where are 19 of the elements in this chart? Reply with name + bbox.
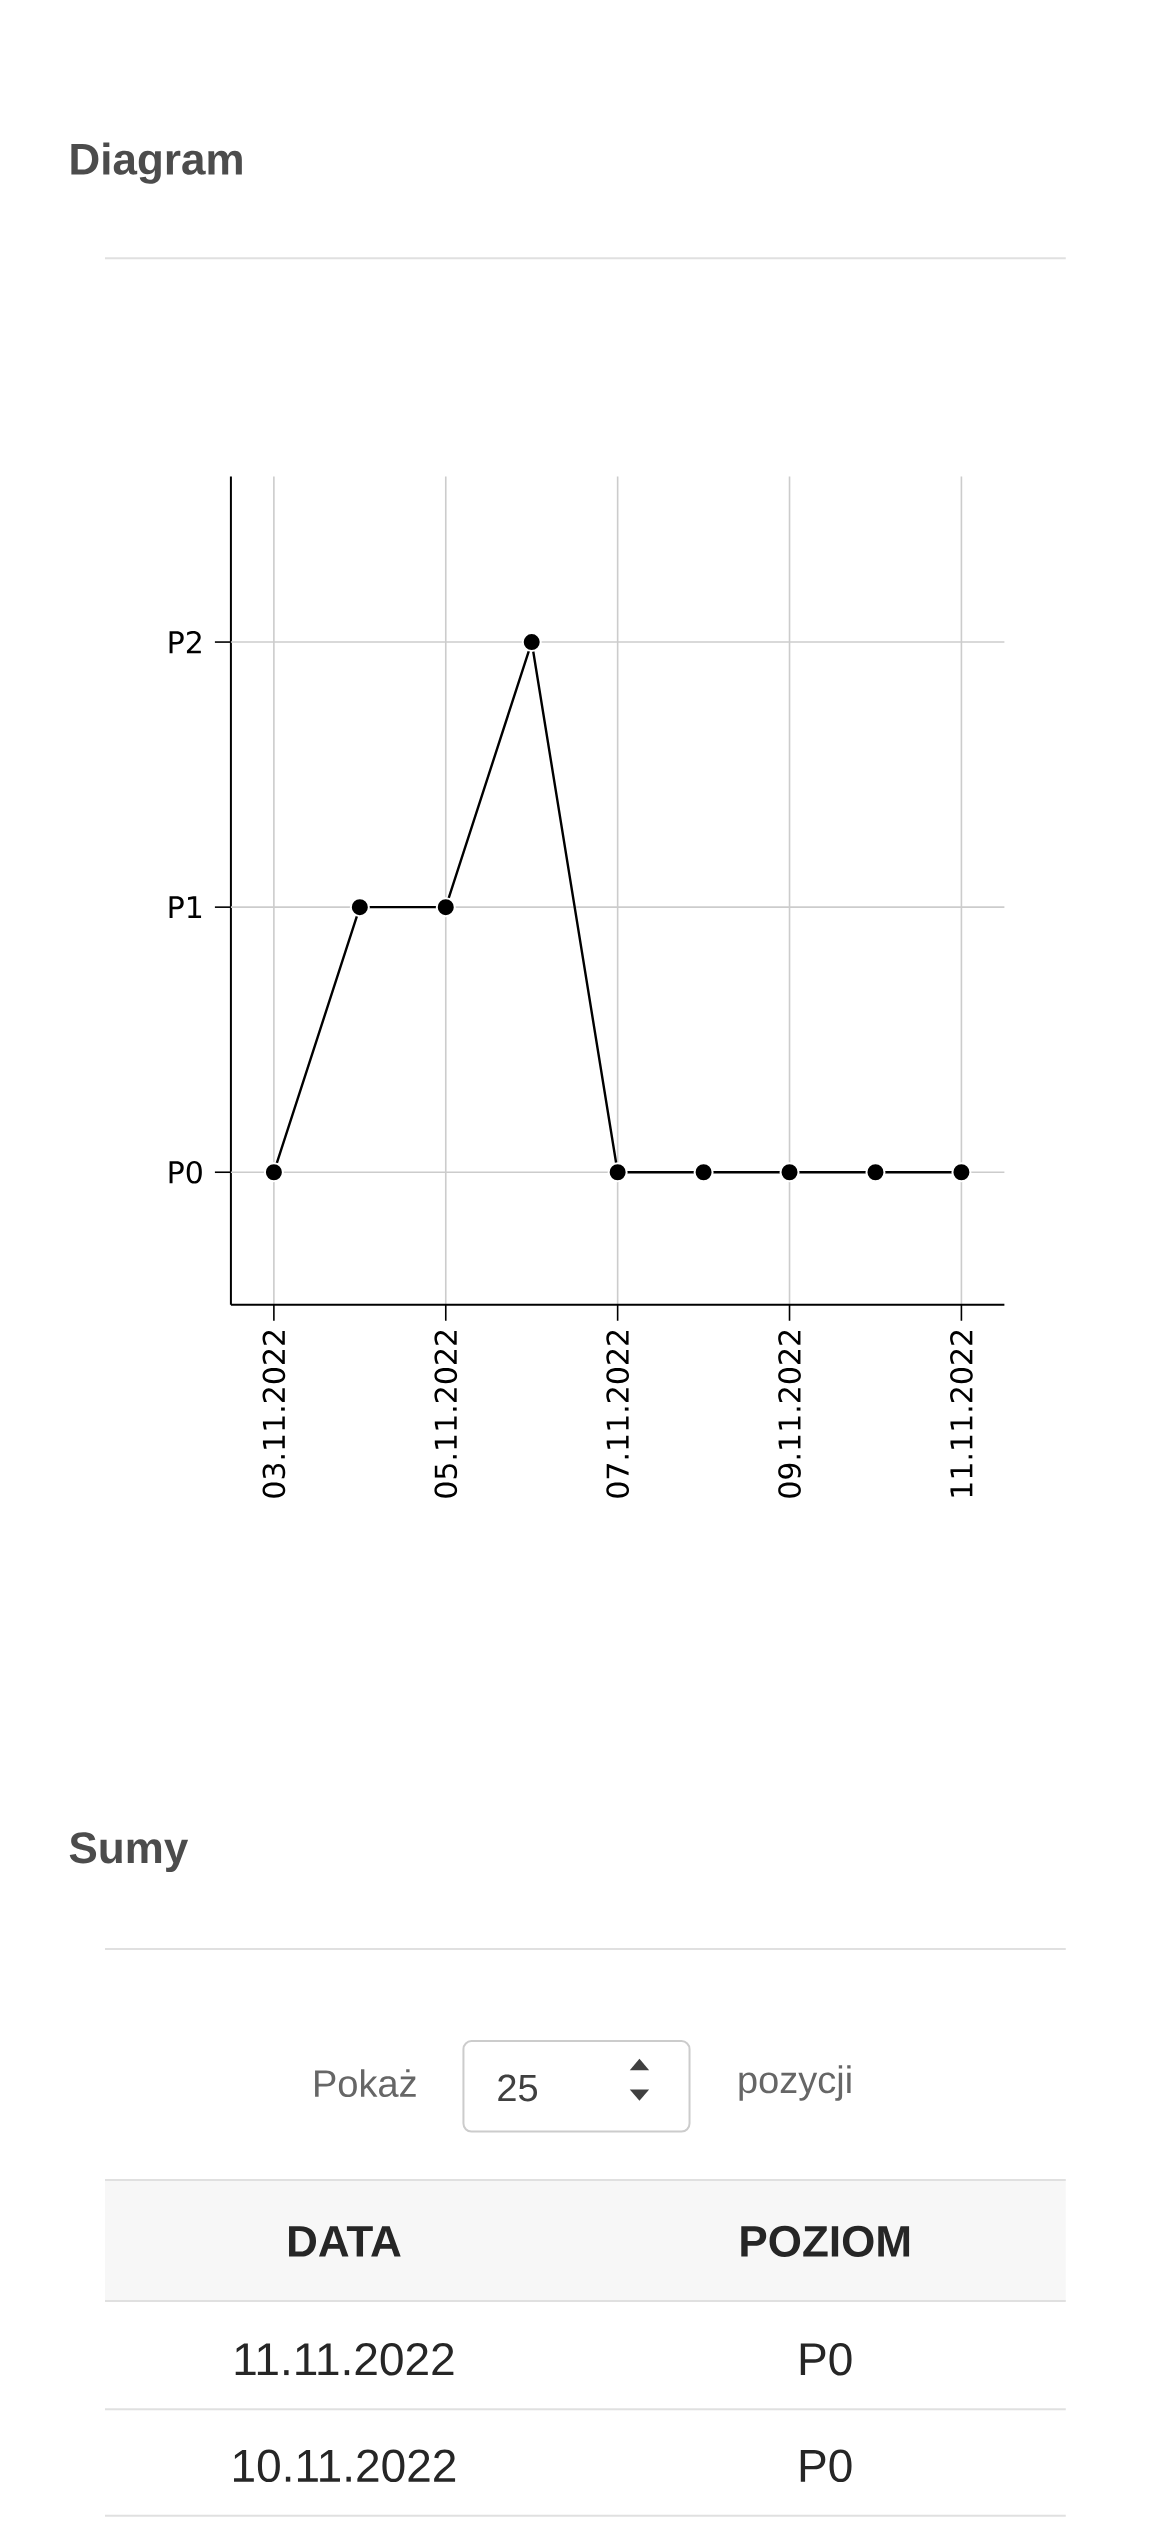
text: 11.11.2022 — [235, 2342, 454, 2376]
ref-line-label: P2 — [169, 630, 201, 654]
text: P0 — [800, 2449, 852, 2483]
ref-line-label: P0 — [169, 1160, 202, 1184]
x-tick-label: 09.11.2022 — [778, 1330, 802, 1498]
x-tick-label: 03.11.2022 — [262, 1330, 286, 1498]
text: P0 — [800, 2342, 852, 2376]
text: Sumy — [69, 1832, 189, 1873]
x-tick-label: 07.11.2022 — [606, 1330, 630, 1498]
chart-title: Diagram — [71, 142, 242, 184]
x-tick-label: 05.11.2022 — [434, 1330, 458, 1498]
text: POZIOM — [741, 2225, 910, 2257]
text: Pokaż — [315, 2069, 416, 2098]
text: 25 — [498, 2074, 538, 2102]
text: 10.11.2022 — [234, 2449, 456, 2483]
text: DATA — [289, 2226, 401, 2257]
ref-line-label: P1 — [169, 896, 202, 919]
text: pozycji — [739, 2065, 851, 2101]
x-tick-label: 11.11.2022 — [950, 1330, 973, 1497]
